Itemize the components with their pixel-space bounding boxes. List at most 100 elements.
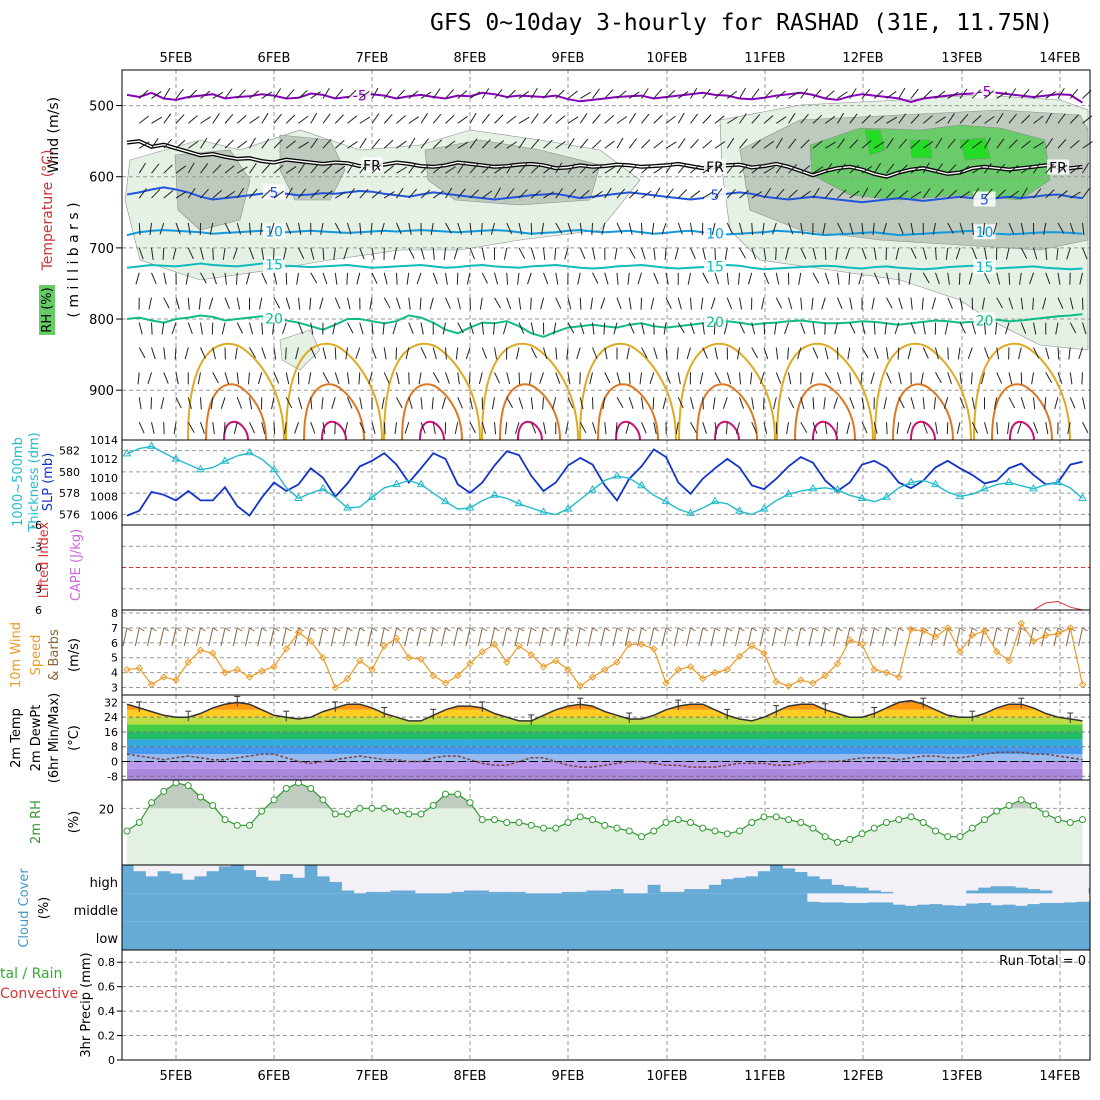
wind-barb — [747, 272, 753, 285]
wind-barb — [871, 297, 875, 310]
rh-point — [221, 816, 229, 824]
wind-barb — [751, 422, 758, 434]
rh-point — [478, 816, 486, 824]
wind-barb-feather — [604, 627, 611, 632]
wind-barb — [543, 114, 553, 124]
wind-barb — [690, 222, 693, 235]
rh-point — [846, 836, 854, 843]
wind-speed-point — [429, 671, 437, 680]
wind-barb — [540, 297, 544, 310]
wind-barb — [249, 347, 256, 359]
thickness-point — [220, 456, 230, 464]
wind-barb-10m — [784, 627, 789, 647]
rh-point — [552, 824, 560, 832]
wind-speed-point — [1066, 624, 1074, 632]
cloud-bar-middle — [941, 905, 955, 922]
rh-point — [307, 785, 315, 792]
wind-barb — [198, 297, 201, 310]
wind-speed-point — [527, 651, 535, 659]
wind-barb — [261, 138, 270, 149]
rh-point — [135, 819, 143, 826]
rh-point — [785, 816, 792, 824]
wind-barb — [371, 138, 381, 149]
rh-point — [821, 833, 829, 841]
thickness-point — [539, 507, 548, 515]
wind-barb-feather — [1082, 627, 1088, 632]
rh-point — [246, 821, 253, 829]
wind-barb — [935, 347, 939, 360]
wind-barb — [984, 322, 987, 335]
wind-tick-label: 4 — [111, 667, 118, 680]
cloud-bar-high — [194, 876, 208, 894]
wind-speed-point — [699, 674, 707, 683]
wind-barb — [788, 222, 794, 235]
wind-barb — [616, 163, 625, 174]
wind-barb — [481, 190, 493, 199]
wind-barb — [310, 322, 314, 335]
rh2m-unit-label: (%) — [67, 811, 82, 834]
wind-barb — [200, 116, 211, 124]
wind-barb — [785, 247, 789, 260]
wind-barb — [175, 191, 187, 199]
isotherm-label-bg — [1047, 159, 1069, 175]
wind-speed-point — [662, 679, 670, 687]
wind-barb — [160, 397, 165, 410]
wind-barb — [465, 347, 471, 360]
wind-barb — [686, 347, 691, 360]
wind-barb — [812, 114, 823, 124]
isotherm-label-FR: FR — [706, 160, 724, 176]
wind-barb — [1082, 188, 1090, 199]
wind-barb — [775, 90, 786, 99]
wind-barb — [664, 247, 667, 260]
wind-barb — [200, 422, 205, 434]
cloud-bar-middle — [463, 893, 477, 922]
wind-barb-10m — [563, 627, 569, 647]
wind-barb — [184, 347, 189, 360]
chart-title: GFS 0~10day 3-hourly for RASHAD (31E, 11… — [430, 10, 1054, 36]
wind-barb — [579, 113, 588, 124]
cape-label: CAPE (J/kg) — [69, 529, 84, 601]
wind-speed-point — [282, 645, 290, 653]
wind-barb — [992, 222, 998, 235]
wind-barb — [959, 139, 969, 149]
wind-barb — [445, 114, 455, 124]
cloud-bar-low — [1076, 921, 1090, 950]
wind-barb — [763, 347, 769, 360]
wind-barb — [200, 188, 209, 199]
wind-barb — [653, 272, 659, 285]
cloud-bar-low — [206, 921, 220, 950]
cloud-bar-middle — [880, 902, 894, 922]
wind-barb — [824, 347, 829, 360]
wind-barb — [347, 297, 351, 310]
wind-barb — [763, 247, 767, 260]
cloud-bar-high — [145, 876, 159, 894]
wind-barb — [1020, 140, 1031, 149]
wind-barb — [641, 139, 651, 149]
wind-barb — [935, 90, 946, 99]
wind-barb — [518, 222, 523, 235]
wind-barb — [956, 422, 961, 435]
wind-barb — [690, 164, 700, 174]
rh-point — [209, 802, 217, 809]
wind-barb-feather — [457, 627, 464, 632]
wind-barb — [555, 187, 564, 199]
cloud-bar-middle — [341, 893, 355, 922]
wind-barb-feather — [432, 627, 439, 632]
wind-barb — [798, 272, 802, 285]
pressure-tick-label: 700 — [89, 242, 114, 257]
wind-barb — [380, 222, 385, 235]
wind-barb — [261, 347, 267, 360]
wind-barb — [322, 190, 333, 199]
rh-point — [356, 804, 364, 812]
wind-speed-point — [588, 673, 597, 681]
wind-barb-feather — [530, 627, 537, 632]
wind-barb — [959, 222, 964, 235]
rh-point — [503, 819, 511, 826]
wind-barb — [567, 163, 576, 174]
cloud-bar-high — [831, 884, 845, 894]
rh-point — [772, 813, 780, 821]
cloud-bar-low — [280, 921, 293, 950]
wind-barb — [331, 397, 336, 409]
cloud-bar-high — [316, 876, 330, 894]
wind-speed-point — [735, 652, 744, 660]
